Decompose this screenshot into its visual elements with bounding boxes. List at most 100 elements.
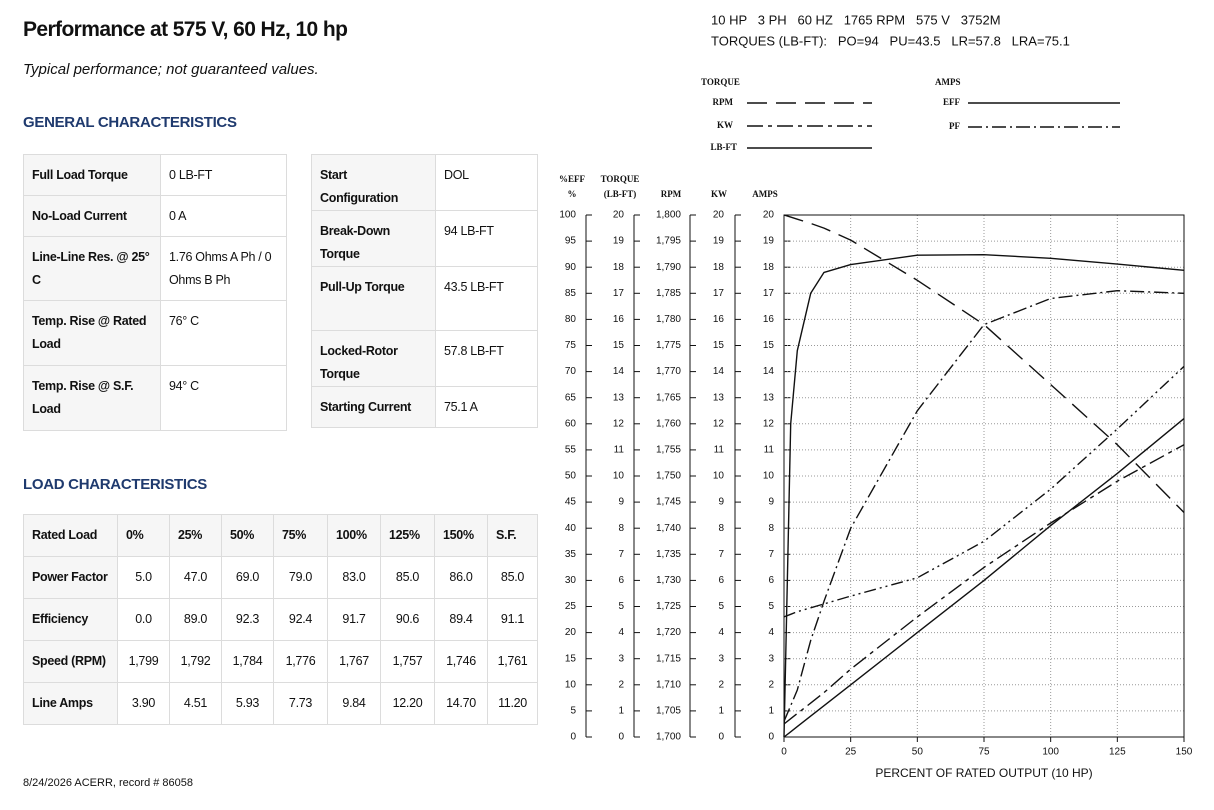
y-tick-label: 1,725	[656, 601, 681, 612]
x-tick-label: 50	[912, 747, 924, 758]
table-cell: 1.76 Ohms A Ph / 0 Ohms B Ph	[160, 236, 287, 301]
table-cell: 92.4	[273, 598, 328, 641]
y-tick-label: 17	[713, 288, 725, 299]
table-cell: 75.1 A	[435, 386, 538, 428]
y-tick-label: 1,730	[656, 575, 681, 586]
y-tick-label: 1,765	[656, 392, 681, 403]
y-tick-label: 8	[618, 523, 624, 534]
table-cell: 0 LB-FT	[160, 154, 287, 196]
table-cell: 125%	[380, 514, 435, 557]
curve	[783, 418, 1185, 738]
y-tick-label: 1,715	[656, 653, 681, 664]
table-cell: 86.0	[434, 556, 488, 599]
table-row: Starting Current 75.1 A	[311, 386, 538, 428]
y-tick-label: 2	[718, 679, 724, 690]
y-tick-label: 1,750	[656, 471, 681, 482]
axis-header: %	[568, 189, 577, 199]
table-row: Rated Load 0% 25% 50% 75% 100% 125% 150% S.F.	[23, 514, 538, 557]
y-tick-label: 16	[763, 314, 775, 325]
y-tick-label: 0	[718, 732, 724, 743]
y-tick-label: 17	[763, 288, 775, 299]
y-tick-label: 20	[613, 210, 625, 221]
x-axis-label: PERCENT OF RATED OUTPUT (10 HP)	[875, 766, 1092, 780]
y-tick-label: 18	[763, 262, 775, 273]
table-cell: 94° C	[160, 365, 287, 431]
y-tick-label: 6	[718, 575, 724, 586]
y-tick-label: 9	[768, 497, 774, 508]
y-tick-label: 25	[565, 601, 577, 612]
table-cell: 14.70	[434, 682, 488, 725]
axis-header: RPM	[661, 189, 682, 199]
y-tick-label: 30	[565, 575, 577, 586]
axis-header: AMPS	[752, 189, 778, 199]
y-tick-label: 0	[570, 732, 576, 743]
x-tick-label: 100	[1042, 747, 1059, 758]
table-cell: 0%	[117, 514, 170, 557]
y-tick-label: 6	[768, 575, 774, 586]
y-tick-label: 1,770	[656, 366, 681, 377]
table-row: Efficiency 0.0 89.0 92.3 92.4 91.7 90.6 89.4 91.…	[23, 598, 538, 641]
y-tick-label: 10	[613, 471, 625, 482]
y-tick-label: 1,745	[656, 497, 681, 508]
motor-info: TORQUES (LB-FT): PO=94 PU=43.5 LR=57.8 L…	[711, 33, 1070, 48]
table-cell: 75%	[273, 514, 328, 557]
y-tick-label: 19	[763, 236, 775, 247]
table-cell: 12.20	[380, 682, 435, 725]
y-tick-label: 20	[565, 627, 577, 638]
table-cell: 79.0	[273, 556, 328, 599]
y-tick-label: 1,790	[656, 262, 681, 273]
table-cell: Break-Down Torque	[311, 210, 436, 267]
table-cell: 0.0	[117, 598, 170, 641]
y-tick-label: 1,700	[656, 732, 681, 743]
y-tick-label: 15	[565, 653, 577, 664]
y-tick-label: 40	[565, 523, 577, 534]
x-tick-label: 0	[781, 747, 787, 758]
legend-label: PF	[949, 121, 960, 131]
y-tick-label: 5	[768, 601, 774, 612]
y-tick-label: 14	[613, 366, 625, 377]
footer: 8/24/2026 ACERR, record # 86058	[23, 777, 194, 789]
y-tick-label: 65	[565, 392, 577, 403]
legend-label: RPM	[713, 97, 734, 107]
table-row: Pull-Up Torque 43.5 LB-FT	[311, 266, 538, 331]
y-tick-label: 0	[618, 732, 624, 743]
y-tick-label: 14	[763, 366, 775, 377]
y-tick-label: 13	[763, 392, 775, 403]
y-tick-label: 90	[565, 262, 577, 273]
table-row: Power Factor 5.0 47.0 69.0 79.0 83.0 85.0 86.0 8…	[23, 556, 538, 599]
legend-label: LB-FT	[710, 142, 737, 152]
table-cell: S.F.	[487, 514, 538, 557]
table-cell: Starting Current	[311, 386, 436, 428]
table-cell: 1,776	[273, 640, 328, 683]
y-tick-label: 1,735	[656, 549, 681, 560]
y-tick-label: 100	[559, 210, 576, 221]
section-heading: LOAD CHARACTERISTICS	[23, 476, 207, 493]
y-tick-label: 20	[763, 210, 775, 221]
table-cell: 5.93	[221, 682, 274, 725]
y-tick-label: 15	[613, 340, 625, 351]
table-cell: 1,757	[380, 640, 435, 683]
table-row: Temp. Rise @ S.F. Load 94° C	[23, 365, 287, 431]
table-cell: Full Load Torque	[23, 154, 161, 196]
y-tick-label: 55	[565, 445, 577, 456]
y-tick-label: 60	[565, 418, 577, 429]
table-cell: 91.1	[487, 598, 538, 641]
y-tick-label: 35	[565, 549, 577, 560]
table-cell: 83.0	[327, 556, 381, 599]
y-tick-label: 5	[718, 601, 724, 612]
table-cell: 76° C	[160, 300, 287, 366]
y-tick-label: 1,760	[656, 418, 681, 429]
table-cell: 5.0	[117, 556, 170, 599]
table-cell: 69.0	[221, 556, 274, 599]
axis-header: %EFF	[559, 174, 586, 184]
table-cell: 1,784	[221, 640, 274, 683]
table-cell: 3.90	[117, 682, 170, 725]
y-tick-label: 1,800	[656, 210, 681, 221]
y-tick-label: 6	[618, 575, 624, 586]
y-tick-label: 45	[565, 497, 577, 508]
y-tick-label: 7	[768, 549, 774, 560]
y-tick-label: 15	[763, 340, 775, 351]
y-tick-label: 1	[618, 706, 624, 717]
